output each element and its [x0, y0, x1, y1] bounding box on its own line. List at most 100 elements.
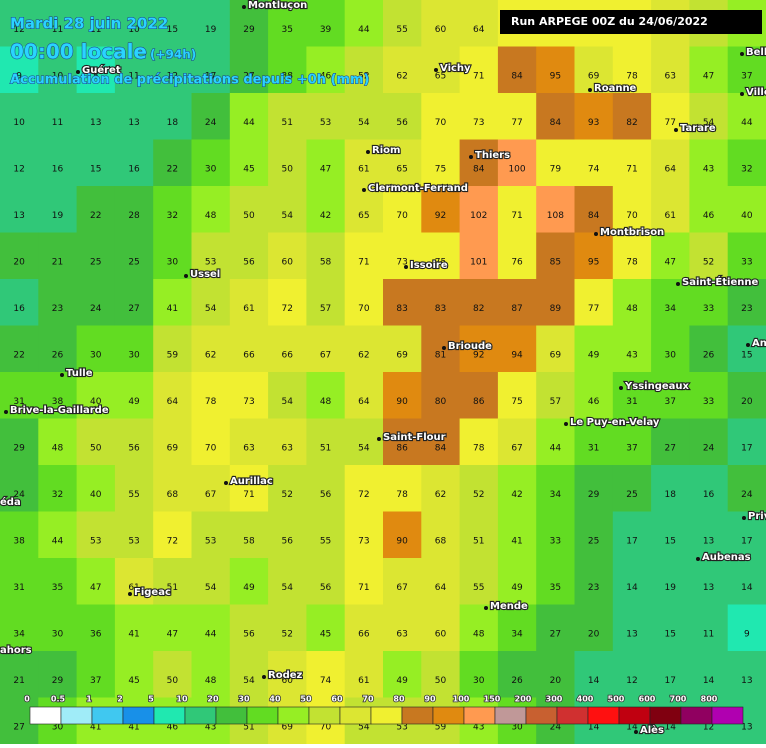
- legend-swatch: [60, 706, 93, 725]
- precip-cell: [76, 465, 116, 512]
- precip-cell: [727, 511, 766, 559]
- precip-cell: [689, 511, 729, 559]
- precip-cell: [574, 465, 614, 512]
- precip-cell: [38, 186, 78, 233]
- precip-cell: [76, 0, 116, 47]
- precip-value: 73: [396, 257, 407, 267]
- precip-cell: [421, 558, 461, 605]
- precip-value: 12: [626, 676, 637, 686]
- precip-cell: [383, 604, 422, 652]
- precip-value: 51: [282, 118, 293, 128]
- legend-label: 60: [331, 695, 343, 704]
- precip-cell: [153, 93, 192, 140]
- precip-cell: [268, 418, 307, 466]
- precip-value: 34: [665, 304, 677, 314]
- precip-value: 64: [435, 583, 447, 593]
- precip-value: 49: [588, 350, 600, 360]
- precip-value: 81: [435, 350, 446, 360]
- precip-value: 54: [358, 722, 370, 732]
- precip-cell: [574, 46, 614, 94]
- precip-value: 60: [435, 25, 447, 35]
- precip-value: 25: [128, 257, 139, 267]
- precip-cell: [0, 232, 39, 280]
- precip-cell: [497, 604, 537, 652]
- precip-value: 69: [396, 350, 408, 360]
- precip-value: 36: [90, 629, 102, 639]
- precip-cell: [191, 279, 231, 326]
- precip-value: 13: [13, 211, 24, 221]
- legend-label: 100: [453, 695, 470, 704]
- precip-value: 27: [128, 304, 139, 314]
- precip-value: 78: [205, 397, 217, 407]
- city-name: Ville: [746, 87, 766, 98]
- precip-value: 35: [52, 583, 63, 593]
- precip-value: 33: [550, 536, 561, 546]
- precip-cell: [153, 558, 192, 605]
- legend-label: 80: [393, 695, 405, 704]
- precip-value: 77: [511, 118, 522, 128]
- precip-value: 17: [626, 536, 637, 546]
- legend-swatch: [184, 706, 217, 725]
- precip-cell: [421, 604, 461, 652]
- precip-cell: [536, 279, 575, 326]
- precip-value: 62: [205, 350, 216, 360]
- precip-value: 17: [741, 443, 752, 453]
- precip-cell: [421, 279, 461, 326]
- precip-value: 12: [13, 164, 24, 174]
- precip-value: 84: [435, 443, 447, 453]
- precip-value: 39: [320, 25, 332, 35]
- precip-value: 24: [205, 118, 217, 128]
- precip-cell: [651, 186, 690, 233]
- precip-cell: [421, 418, 461, 466]
- precip-value: 20: [13, 257, 25, 267]
- precip-cell: [497, 651, 537, 698]
- city-dot: [76, 70, 80, 74]
- precip-value: 12: [167, 71, 178, 81]
- precip-value: 17: [205, 71, 216, 81]
- precip-cell: [268, 604, 307, 652]
- legend-swatch: [308, 706, 341, 725]
- precip-cell: [229, 418, 269, 466]
- precip-cell: [38, 604, 78, 652]
- city-name: Roanne: [594, 83, 637, 94]
- precip-value: 30: [52, 722, 64, 732]
- precip-cell: [0, 279, 39, 326]
- precip-value: 78: [626, 257, 638, 267]
- precip-value: 68: [435, 536, 447, 546]
- precip-cell: [383, 232, 422, 280]
- precip-value: 28: [128, 211, 140, 221]
- precip-value: 24: [703, 443, 715, 453]
- precip-value: 69: [550, 350, 562, 360]
- precip-value: 21: [52, 257, 63, 267]
- legend-swatch: [370, 706, 403, 725]
- precip-cell: [612, 232, 652, 280]
- precip-value: 20: [550, 676, 562, 686]
- precip-value: 54: [358, 118, 370, 128]
- precip-cell: [344, 279, 384, 326]
- precip-cell: [497, 465, 537, 512]
- city-name: Guéret: [82, 64, 121, 76]
- precip-value: 67: [205, 490, 216, 500]
- precip-cell: [497, 139, 537, 187]
- precip-value: 48: [52, 443, 64, 453]
- precip-value: 61: [358, 164, 369, 174]
- precip-cell: [0, 511, 39, 559]
- precip-value: 55: [473, 583, 484, 593]
- precip-cell: [76, 279, 116, 326]
- precip-cell: [651, 651, 690, 698]
- precip-value: 54: [282, 211, 294, 221]
- city-name: Vichy: [440, 63, 471, 74]
- city-dot: [676, 282, 680, 286]
- precip-value: 53: [320, 118, 331, 128]
- precip-cell: [574, 186, 614, 233]
- precip-cell: [536, 465, 575, 512]
- precip-cell: [383, 465, 422, 512]
- precip-value: 60: [435, 629, 447, 639]
- precip-value: 50: [435, 676, 447, 686]
- precip-value: 41: [90, 722, 101, 732]
- precip-cell: [383, 0, 422, 47]
- city-name: Aurillac: [230, 476, 273, 487]
- precip-value: 27: [243, 71, 254, 81]
- city-dot: [404, 265, 408, 269]
- precip-value: 33: [741, 257, 752, 267]
